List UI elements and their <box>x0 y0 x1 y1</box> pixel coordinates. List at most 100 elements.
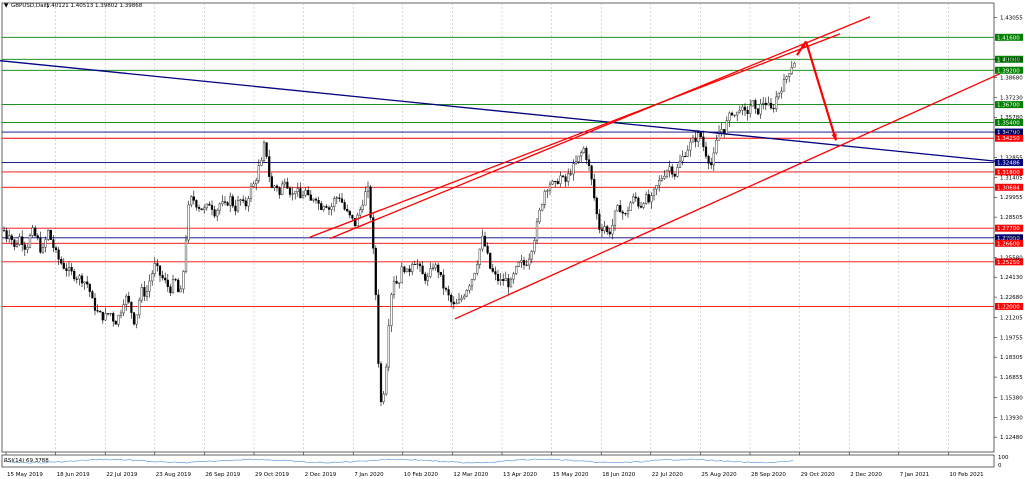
plot-frame <box>1 2 995 453</box>
y-tick-label: 1.29955 <box>1000 195 1023 201</box>
candle-body <box>772 107 775 110</box>
candle-body <box>200 208 203 211</box>
candle-body <box>317 200 320 204</box>
candle-body <box>36 235 39 239</box>
candle-body <box>476 264 479 274</box>
candle-body <box>252 183 255 187</box>
x-tick-label: 13 Apr 2020 <box>503 472 538 478</box>
candle-body <box>411 263 414 273</box>
candle-body <box>322 206 325 210</box>
level-label-box <box>995 66 1023 74</box>
candle-body <box>608 231 611 235</box>
candle-body <box>255 180 258 185</box>
candle-body <box>624 213 627 215</box>
candle-body <box>551 181 554 185</box>
candle-body <box>296 188 299 192</box>
candle-body <box>522 260 526 266</box>
candle-body <box>676 167 679 177</box>
channel-lower-line <box>454 73 1001 320</box>
level-label: 1.27700 <box>997 226 1020 232</box>
candle-body <box>543 191 546 205</box>
x-tick-label: 7 Jan 2020 <box>354 472 384 478</box>
candle-body <box>335 197 338 199</box>
candle-body <box>174 279 177 281</box>
candle-body <box>216 209 219 217</box>
candle-body <box>34 227 37 236</box>
candle-body <box>694 137 697 142</box>
candle-body <box>117 315 120 325</box>
candle-body <box>585 148 588 160</box>
channel-upper-line <box>309 33 841 238</box>
level-label-box <box>995 258 1023 266</box>
y-tick-label: 1.35780 <box>1000 115 1023 121</box>
candle-body <box>634 196 637 199</box>
candle-body <box>314 198 318 201</box>
candle-body <box>517 262 520 267</box>
candle-body <box>208 203 211 206</box>
level-label: 1.27000 <box>997 236 1020 242</box>
candle-body <box>754 100 757 109</box>
level-label: 1.34700 <box>997 130 1020 136</box>
candle-body <box>385 366 388 395</box>
candle-body <box>67 267 71 271</box>
candle-body <box>647 194 650 203</box>
candle-body <box>249 186 253 199</box>
candle-body <box>408 268 411 273</box>
candle-body <box>221 201 224 205</box>
candle-body <box>340 198 344 203</box>
candle-body <box>686 149 689 157</box>
candle-body <box>613 210 617 226</box>
candle-body <box>738 110 741 113</box>
candle-body <box>275 185 279 189</box>
candle-body <box>351 214 354 219</box>
candle-body <box>626 210 630 215</box>
candle-body <box>346 209 349 212</box>
candle-body <box>2 230 6 232</box>
blue-downtrend-line <box>0 60 1001 163</box>
trend-lines <box>0 16 1001 320</box>
candle-body <box>593 179 596 199</box>
candle-body <box>437 264 440 273</box>
candle-body <box>681 156 684 162</box>
candle-body <box>379 363 383 403</box>
level-label-box <box>995 183 1023 191</box>
candle-body <box>689 141 692 151</box>
candle-body <box>564 176 567 182</box>
candle-body <box>78 275 81 280</box>
candle-body <box>645 194 648 204</box>
level-label: 1.32486 <box>997 161 1020 167</box>
x-tick-label: 18 Jun 2020 <box>602 472 636 478</box>
candle-body <box>715 140 718 154</box>
y-tick-label: 1.24130 <box>1000 275 1023 281</box>
candle-body <box>460 297 463 300</box>
level-label: 1.31800 <box>997 170 1020 176</box>
level-labels: 1.41600 1.40000 1.39200 1.36700 1.35400 1.347… <box>995 33 1023 310</box>
candle-body <box>491 268 494 272</box>
candle-body <box>184 239 188 272</box>
candle-body <box>44 239 47 248</box>
candle-body <box>725 120 728 134</box>
x-tick-label: 23 Aug 2019 <box>156 472 192 478</box>
x-tick-label: 10 Feb 2020 <box>404 472 439 478</box>
level-label-box <box>995 101 1023 109</box>
candle-body <box>153 263 156 274</box>
candle-body <box>665 170 669 177</box>
candle-body <box>546 190 549 192</box>
candle-body <box>60 259 63 264</box>
y-tick-label: 1.18305 <box>1000 355 1023 361</box>
candle-body <box>333 198 336 207</box>
candle-body <box>135 314 138 325</box>
candle-body <box>723 129 726 134</box>
candle-body <box>268 156 271 177</box>
candle-body <box>301 194 305 199</box>
candle-body <box>47 230 50 240</box>
candle-body <box>452 301 455 305</box>
candle-body <box>262 142 266 161</box>
candle-body <box>424 273 427 281</box>
candle-body <box>145 291 149 297</box>
candle-body <box>559 175 562 184</box>
candle-body <box>304 190 307 196</box>
y-tick-label: 1.43055 <box>1000 15 1023 21</box>
candle-body <box>148 280 151 292</box>
